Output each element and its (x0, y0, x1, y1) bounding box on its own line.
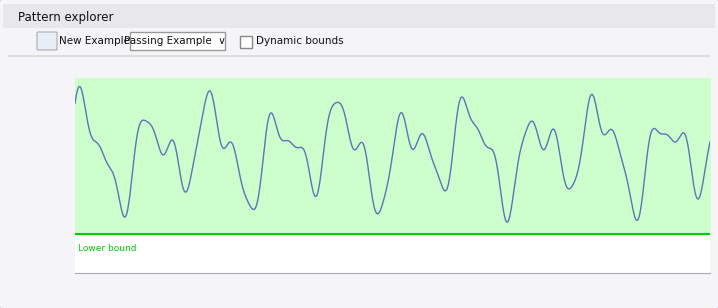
Text: New Example: New Example (59, 36, 130, 46)
Bar (3, 4, 715, 28)
Text: Lower bound: Lower bound (78, 244, 136, 253)
Text: Dynamic bounds: Dynamic bounds (256, 36, 344, 46)
FancyBboxPatch shape (37, 32, 57, 50)
FancyBboxPatch shape (130, 32, 225, 50)
Text: Pattern explorer: Pattern explorer (18, 10, 113, 23)
Bar (240, 36, 252, 48)
Text: Passing Example  ∨: Passing Example ∨ (124, 36, 226, 46)
